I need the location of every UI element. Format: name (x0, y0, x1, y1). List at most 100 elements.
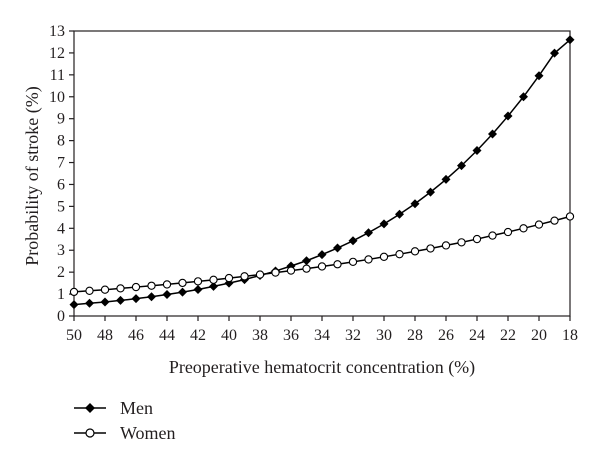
y-tick-label: 9 (57, 111, 65, 128)
x-tick-label: 44 (159, 327, 175, 344)
data-point-women (69, 287, 79, 297)
data-point-women (534, 220, 544, 229)
x-tick-label: 38 (252, 327, 268, 344)
data-point-women (271, 268, 280, 277)
x-tick-label: 40 (221, 327, 237, 344)
x-tick-label: 22 (500, 327, 516, 344)
x-tick-label: 26 (438, 327, 454, 344)
data-point-men (503, 111, 513, 121)
legend-label-women: Women (120, 423, 176, 443)
y-tick-label: 12 (49, 45, 65, 62)
y-tick-label: 2 (57, 264, 65, 281)
x-tick-label: 20 (531, 327, 547, 344)
data-point-men (457, 161, 466, 171)
x-tick-label: 48 (97, 327, 113, 344)
y-tick-label: 4 (57, 220, 65, 237)
data-point-women (426, 244, 435, 253)
data-point-men (193, 284, 203, 294)
series-layer (69, 35, 575, 310)
data-point-men (426, 187, 435, 197)
data-point-women (348, 257, 358, 266)
legend-label-men: Men (120, 398, 153, 418)
x-tick-label: 42 (190, 327, 206, 344)
data-point-women (441, 241, 451, 250)
data-point-men (116, 295, 125, 305)
y-tick-label: 5 (57, 198, 65, 215)
legend-item-men: Men (74, 398, 153, 418)
x-tick-label: 34 (314, 327, 330, 344)
x-tick-label: 46 (128, 327, 144, 344)
data-point-men (364, 228, 373, 238)
x-tick-label: 18 (562, 327, 578, 344)
data-point-men (69, 300, 79, 310)
data-point-men (534, 71, 544, 81)
data-point-men (488, 129, 497, 139)
data-point-women (302, 264, 311, 273)
data-point-men (379, 219, 389, 229)
data-point-men (333, 243, 342, 253)
legend: Men Women (74, 398, 176, 443)
data-point-women (209, 275, 218, 284)
data-point-men (550, 48, 559, 58)
y-tick-label: 13 (49, 23, 65, 40)
x-tick-label: 36 (283, 327, 299, 344)
data-point-women (286, 266, 296, 275)
data-point-men (317, 250, 327, 260)
y-tick-label: 11 (50, 67, 65, 84)
y-tick-label: 1 (57, 286, 65, 303)
data-point-men (209, 281, 218, 291)
data-point-men (395, 209, 404, 219)
data-point-women (379, 252, 389, 261)
data-point-women (565, 212, 575, 221)
legend-marker-women (85, 428, 95, 438)
data-point-women (395, 250, 404, 259)
data-point-women (193, 277, 203, 286)
data-point-women (488, 231, 497, 240)
y-tick-label: 3 (57, 242, 65, 259)
data-point-men (348, 236, 358, 246)
data-point-women (162, 280, 172, 289)
x-tick-label: 24 (469, 327, 485, 344)
data-point-men (100, 297, 110, 307)
plot-frame (73, 30, 571, 317)
data-point-men (565, 35, 575, 45)
y-tick-label: 8 (57, 133, 65, 150)
data-point-men (147, 292, 156, 302)
x-tick-label: 32 (345, 327, 361, 344)
data-point-women (100, 285, 110, 294)
data-point-women (255, 270, 265, 279)
data-point-women (116, 284, 125, 293)
data-point-women (317, 262, 327, 271)
data-point-women (147, 281, 156, 290)
data-point-men (410, 199, 420, 209)
data-point-women (333, 260, 342, 269)
data-point-men (85, 298, 94, 308)
data-point-women (364, 255, 373, 264)
data-point-women (457, 238, 466, 247)
data-point-men (302, 256, 311, 266)
data-point-men (162, 290, 172, 300)
y-axis-title: Probability of stroke (%) (22, 86, 43, 265)
x-axis-title: Preoperative hematocrit concentration (%… (169, 357, 475, 378)
data-point-women (178, 278, 187, 288)
axes (69, 30, 571, 321)
series-women (69, 212, 575, 297)
data-point-women (131, 282, 141, 292)
y-tick-label: 0 (57, 308, 65, 325)
x-tick-label: 28 (407, 327, 423, 344)
y-tick-label: 10 (49, 89, 65, 106)
data-point-women (472, 234, 482, 244)
data-point-men (441, 174, 451, 184)
x-tick-label: 50 (66, 327, 82, 344)
data-point-women (85, 286, 94, 295)
data-point-men (472, 145, 482, 155)
legend-item-women: Women (74, 423, 176, 443)
data-point-women (224, 273, 234, 283)
data-point-women (550, 216, 559, 225)
y-tick-label: 7 (57, 155, 65, 172)
y-tick-label: 6 (57, 176, 65, 193)
data-point-men (131, 294, 141, 304)
data-point-men (519, 92, 528, 102)
